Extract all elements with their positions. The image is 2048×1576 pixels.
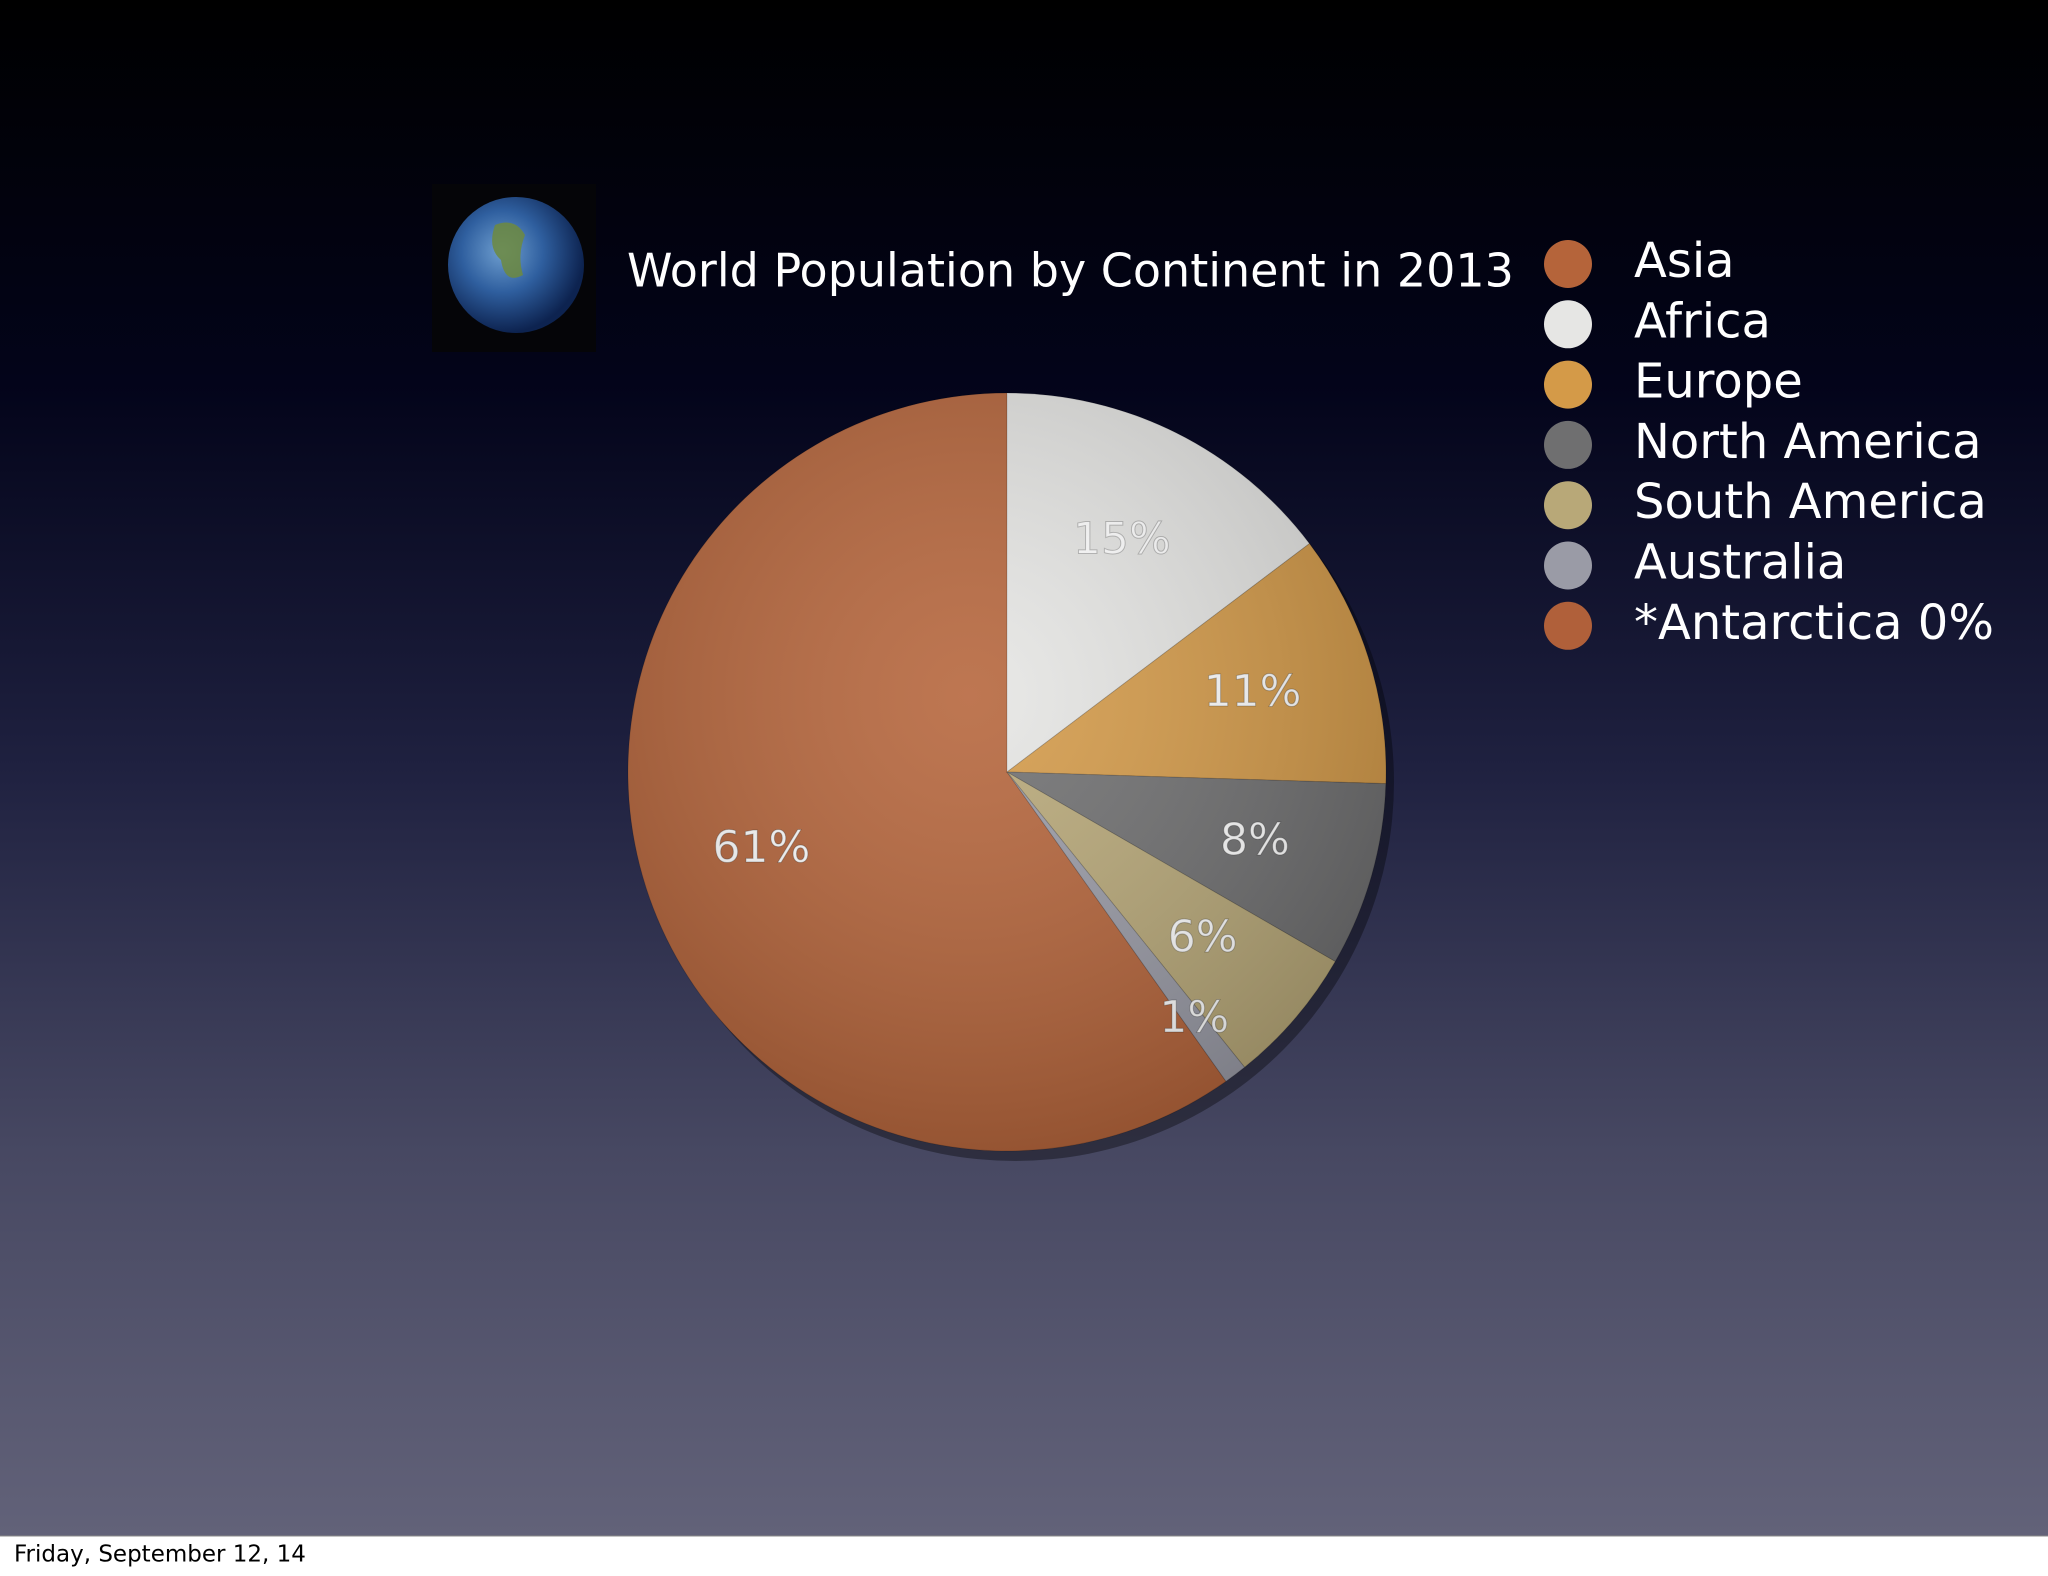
data-label: 6% [1168,912,1238,963]
legend-swatch [1544,420,1592,469]
legend-label: Africa [1634,293,1771,349]
legend-label: *Antarctica 0% [1634,595,1994,651]
footer-bar [0,1536,2048,1576]
data-label: 1% [1159,992,1229,1043]
legend-label: South America [1634,474,1987,530]
legend-swatch [1544,601,1592,650]
legend-swatch [1544,360,1592,409]
legend-swatch [1544,481,1592,530]
data-label: 11% [1204,666,1302,717]
data-label: 15% [1073,513,1171,564]
chart-title: World Population by Continent in 2013 [627,244,1514,298]
legend-label: North America [1634,414,1982,470]
legend-label: Europe [1634,354,1803,410]
data-label: 8% [1220,815,1290,866]
data-label: 61% [713,822,811,873]
footer-date: Friday, September 12, 14 [14,1542,306,1568]
legend-label: Asia [1634,233,1735,289]
legend-swatch [1544,240,1592,288]
legend-swatch [1544,300,1592,349]
earth-land [492,222,525,278]
pie: 61% 15% 11% 8% 6% 1% [627,392,1394,1161]
legend-label: Australia [1634,535,1846,591]
legend-swatch [1544,541,1592,590]
